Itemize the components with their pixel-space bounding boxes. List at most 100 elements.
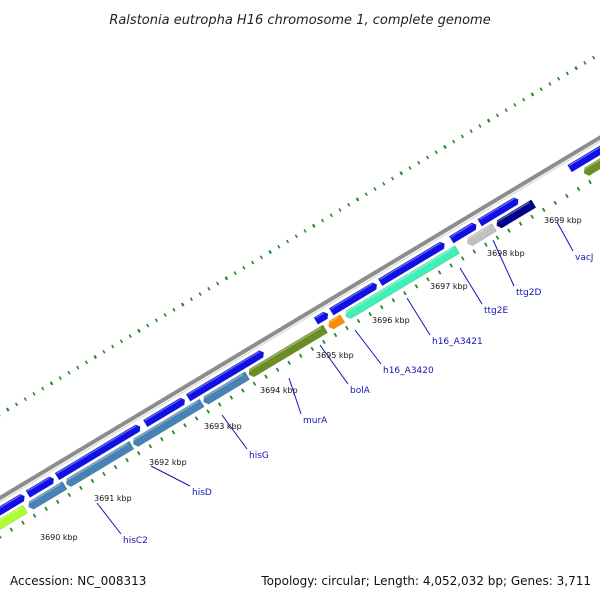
- gene-label-ttg2d: ttg2D: [516, 288, 541, 298]
- outer-tick: [347, 202, 351, 207]
- reverse-gene-highlight: [344, 247, 454, 314]
- gene-label-leader: [150, 465, 191, 487]
- outer-tick: [14, 402, 19, 407]
- outer-tick: [58, 376, 62, 381]
- outer-tick: [41, 386, 45, 391]
- forward-gene-highlight: [187, 350, 261, 396]
- gene-label-leader: [556, 221, 574, 252]
- inner-tick: [67, 492, 72, 498]
- outer-tick: [329, 213, 333, 218]
- ruler-tick-label: 3691 kbp: [94, 494, 132, 503]
- outer-tick: [111, 344, 115, 349]
- outer-tick: [513, 103, 517, 107]
- inner-tick: [414, 284, 419, 289]
- reverse-gene-highlight: [132, 401, 198, 442]
- outer-tick: [311, 223, 316, 228]
- gene-label-leader: [406, 297, 431, 336]
- outer-tick: [504, 108, 508, 113]
- inner-tick: [530, 214, 534, 219]
- inner-tick: [44, 506, 48, 511]
- outer-tick: [154, 318, 159, 323]
- inner-tick: [9, 527, 14, 532]
- gene-label-leader: [96, 502, 122, 535]
- inner-tick: [588, 179, 592, 185]
- forward-gene-highlight: [315, 312, 325, 319]
- inner-tick: [460, 256, 465, 261]
- ruler-tick-label: 3696 kbp: [372, 316, 410, 325]
- outer-tick: [5, 407, 10, 412]
- gene-label-h16_a3421: h16_A3421: [432, 337, 483, 347]
- outer-tick: [320, 218, 325, 223]
- inner-tick: [518, 221, 523, 226]
- outer-tick: [189, 297, 193, 302]
- outer-tick: [408, 166, 412, 170]
- inner-tick: [333, 332, 338, 338]
- reverse-strand-genes: [0, 158, 600, 530]
- outer-tick: [399, 171, 404, 176]
- gene-label-leader: [354, 329, 382, 365]
- reverse-gene: [345, 245, 461, 320]
- outer-tick: [390, 176, 395, 181]
- outer-tick: [294, 234, 298, 239]
- outer-tick: [460, 134, 465, 139]
- outer-tick: [146, 323, 150, 328]
- outer-tick: [233, 271, 237, 275]
- forward-gene-highlight: [450, 223, 473, 238]
- inner-tick: [55, 499, 60, 505]
- outer-tick: [259, 255, 263, 260]
- outer-tick: [417, 160, 421, 165]
- outer-tick: [574, 66, 578, 71]
- reverse-gene: [66, 440, 135, 487]
- forward-gene: [54, 424, 141, 481]
- inner-tick: [32, 513, 37, 518]
- outer-tick: [425, 155, 430, 160]
- ruler-tick-label: 3697 kbp: [430, 282, 468, 291]
- reverse-gene: [496, 199, 537, 229]
- backbone-line: [0, 135, 600, 501]
- outer-tick: [382, 181, 386, 186]
- outer-tick: [277, 244, 281, 249]
- ruler-ticks: 3690 kbp 3691 kbp 3692 kbp 3693 kbp 3694 kbp…: [40, 216, 582, 542]
- forward-gene: [448, 222, 477, 244]
- ruler-tick-label: 3698 kbp: [487, 249, 525, 258]
- gene-label-hisc2: hisC2: [123, 536, 148, 546]
- outer-tick: [583, 61, 587, 65]
- outer-tick: [268, 249, 272, 255]
- forward-gene: [25, 476, 55, 498]
- genome-backbone: [0, 135, 600, 503]
- inner-tick: [345, 325, 349, 331]
- inner-tick: [298, 353, 303, 359]
- reverse-gene-highlight: [0, 507, 22, 522]
- outer-tick: [522, 97, 526, 102]
- outer-tick: [355, 197, 360, 202]
- reverse-gene: [248, 324, 329, 378]
- forward-gene: [328, 282, 378, 316]
- inner-tick: [472, 249, 477, 254]
- inner-tick: [102, 471, 106, 477]
- gene-labels: hisC2 hisD hisG murA bolA h16_A3420 h16_A3421 t…: [96, 221, 593, 546]
- reverse-gene: [132, 398, 205, 447]
- topology-text: Topology: circular; Length: 4,052,032 bp…: [260, 574, 591, 588]
- outer-tick: [364, 192, 368, 197]
- reverse-gene-highlight: [466, 225, 491, 241]
- reverse-gene-highlight: [247, 326, 322, 372]
- outer-tick-ring: [0, 55, 596, 417]
- inner-tick: [136, 450, 141, 456]
- forward-gene-highlight: [27, 477, 51, 492]
- forward-gene-highlight: [478, 198, 515, 221]
- outer-tick: [172, 307, 176, 312]
- forward-gene-highlight: [330, 282, 374, 310]
- gene-label-ttg2e: ttg2E: [484, 306, 508, 316]
- outer-tick: [84, 360, 89, 365]
- inner-tick: [565, 193, 569, 199]
- map-title: Ralstonia eutropha H16 chromosome 1, com…: [109, 13, 490, 28]
- inner-tick: [403, 291, 407, 296]
- reverse-gene-highlight: [495, 201, 530, 224]
- outer-tick: [198, 292, 202, 296]
- outer-tick: [285, 239, 290, 244]
- outer-tick: [251, 260, 255, 265]
- outer-tick: [163, 313, 167, 317]
- reverse-gene-highlight: [202, 373, 244, 400]
- forward-gene: [142, 397, 186, 428]
- ruler-tick-label: 3692 kbp: [149, 458, 187, 467]
